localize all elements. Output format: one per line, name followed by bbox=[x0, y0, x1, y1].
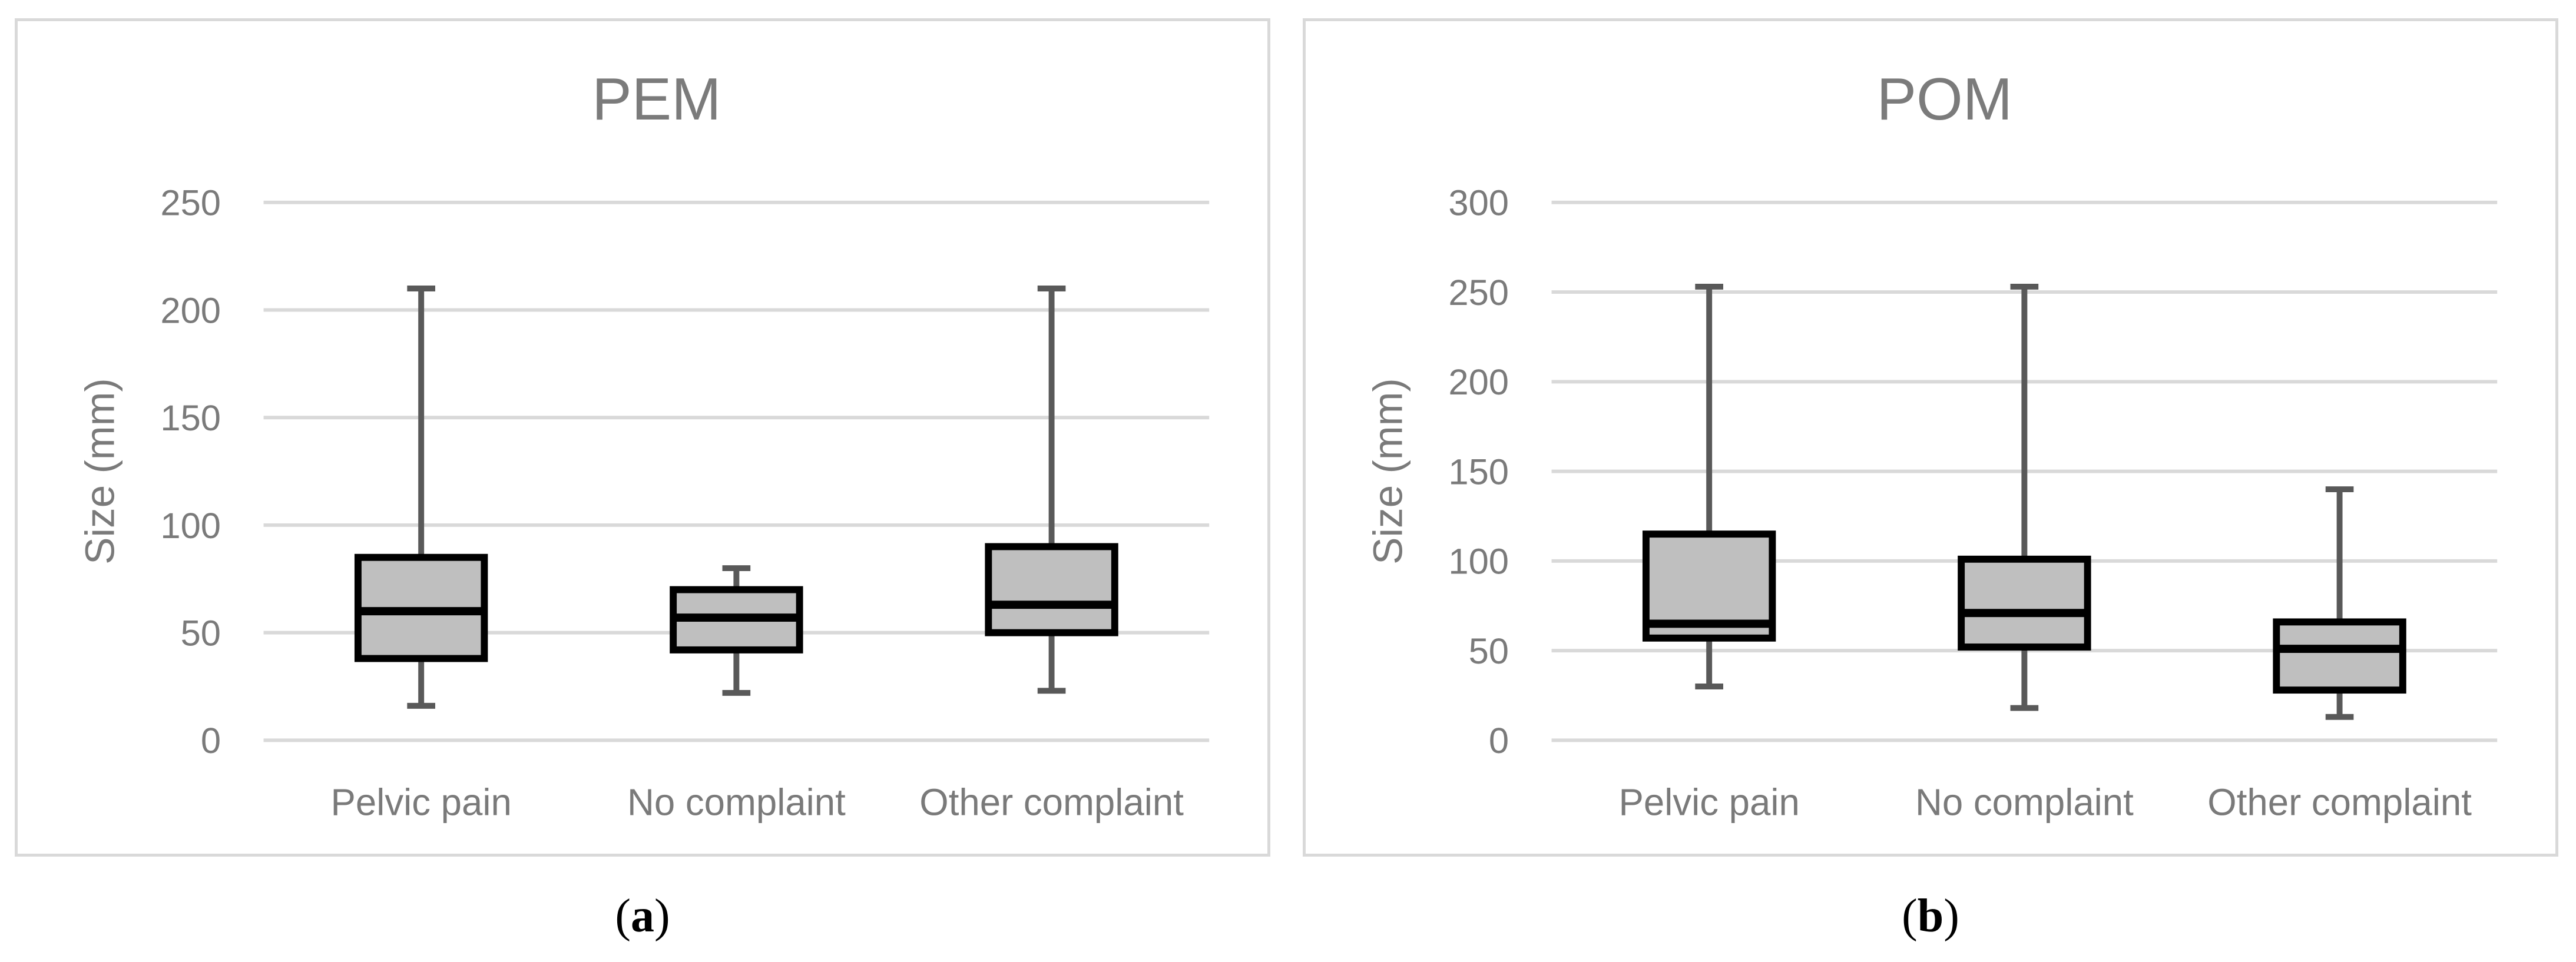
y-tick-label: 100 bbox=[1448, 542, 1509, 582]
y-tick-label: 100 bbox=[160, 506, 221, 546]
caption-text: b bbox=[1917, 890, 1944, 942]
caption-b: (b) bbox=[1303, 881, 2558, 951]
boxplot-chart-pem: 0 50 100 150 200 250 PEM Size (mm) Pelvic pain No… bbox=[77, 66, 1210, 823]
category-label: Other complaint bbox=[2207, 781, 2472, 823]
y-tick-label: 50 bbox=[1469, 631, 1509, 672]
y-tick-label: 0 bbox=[201, 721, 221, 761]
category-label: No complaint bbox=[627, 781, 846, 823]
caption-text: ( bbox=[615, 890, 631, 942]
y-tick-label: 150 bbox=[1448, 452, 1509, 492]
caption-text: ) bbox=[1943, 890, 1959, 942]
caption-a: (a) bbox=[15, 881, 1270, 951]
panel-pem: 0 50 100 150 200 250 PEM Size (mm) Pelvic pain No… bbox=[15, 18, 1270, 857]
caption-text: ( bbox=[1902, 890, 1918, 942]
panel-pom: 0 50 100 150 200 250 300 POM Size (mm) Pelvic pai… bbox=[1303, 18, 2558, 857]
y-tick-label: 200 bbox=[1448, 362, 1509, 403]
caption-text: ) bbox=[654, 890, 670, 942]
y-tick-label: 300 bbox=[1448, 183, 1509, 224]
box-no-complaint bbox=[1958, 555, 2091, 651]
box-other-complaint bbox=[2273, 618, 2406, 694]
boxplot-chart-pom: 0 50 100 150 200 250 300 POM Size (mm) Pelvic pai… bbox=[1365, 66, 2498, 823]
y-tick-label: 250 bbox=[160, 183, 221, 224]
y-axis-label: Size (mm) bbox=[1365, 378, 1410, 565]
y-tick-label: 0 bbox=[1489, 721, 1509, 761]
y-axis-label: Size (mm) bbox=[77, 378, 122, 565]
y-tick-label: 250 bbox=[1448, 273, 1509, 313]
chart-title: POM bbox=[1876, 66, 2012, 132]
caption-text: a bbox=[631, 890, 654, 942]
category-label: Pelvic pain bbox=[1619, 781, 1800, 823]
y-tick-label: 150 bbox=[160, 398, 221, 439]
category-label: No complaint bbox=[1915, 781, 2134, 823]
category-label: Pelvic pain bbox=[331, 781, 512, 823]
y-tick-label: 50 bbox=[181, 613, 221, 654]
y-tick-label: 200 bbox=[160, 290, 221, 331]
category-label: Other complaint bbox=[919, 781, 1184, 823]
chart-title: PEM bbox=[592, 66, 721, 132]
box-other-complaint bbox=[985, 543, 1118, 636]
